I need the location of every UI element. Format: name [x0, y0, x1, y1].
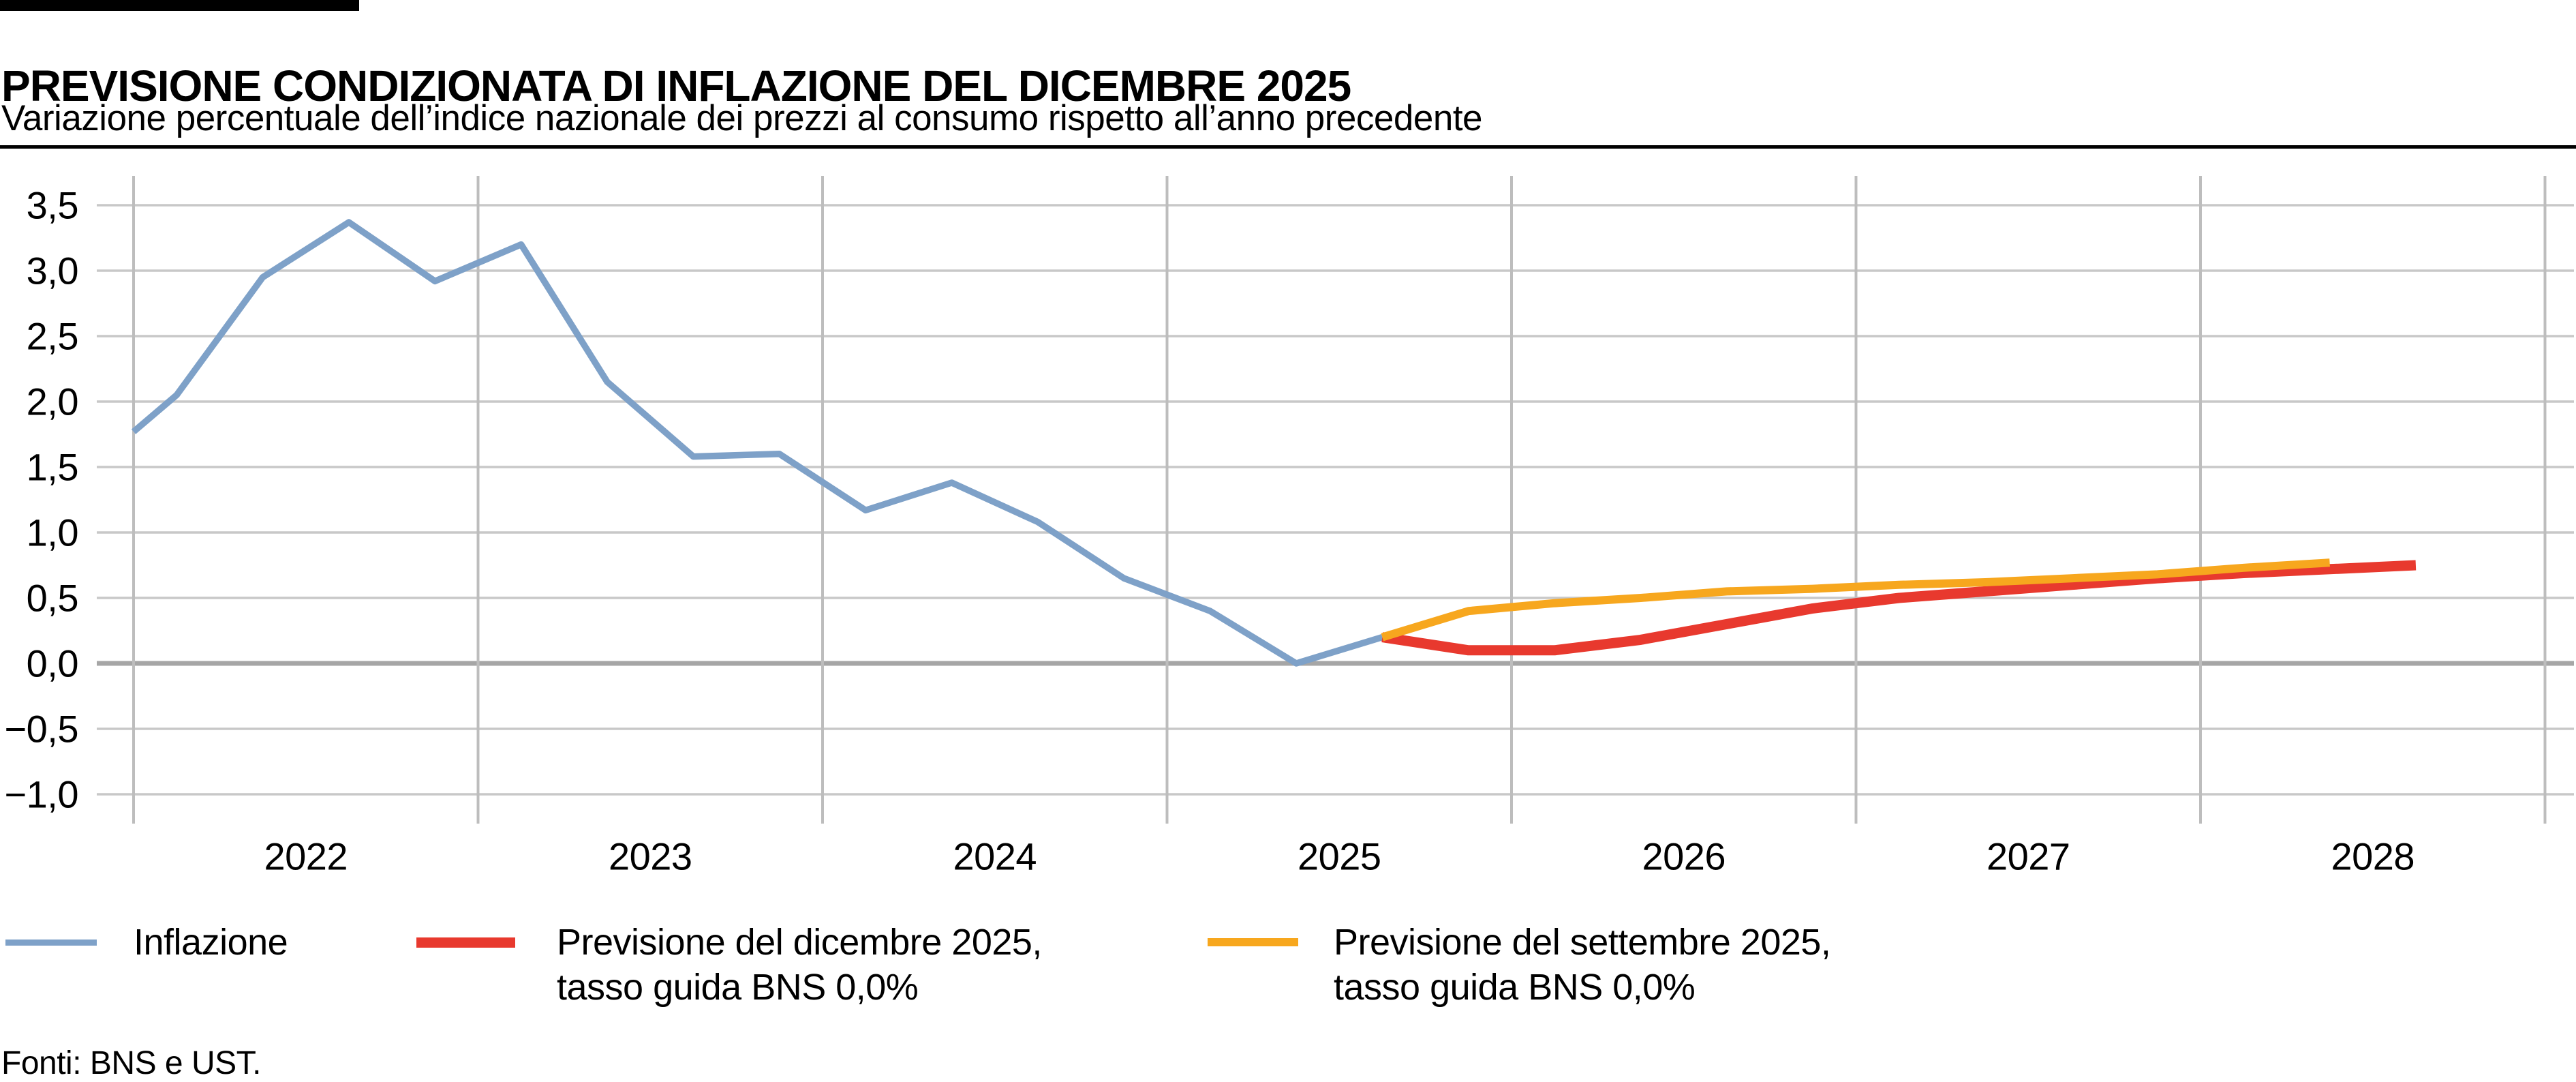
x-tick-label: 2023: [609, 835, 692, 878]
legend-label-line1: Previsione del dicembre 2025,: [557, 922, 1042, 963]
legend-swatch-previsione-dicembre: [416, 937, 515, 948]
page-title: PREVISIONE CONDIZIONATA DI INFLAZIONE DE…: [1, 61, 1351, 110]
y-tick-label: 0,5: [27, 577, 78, 620]
legend-swatch-previsione-settembre: [1208, 938, 1298, 946]
series-line-previsione-settembre-2025: [1381, 558, 2330, 642]
source-note: Fonti: BNS e UST.: [1, 1045, 261, 1081]
legend-label-line2: tasso guida BNS 0,0%: [557, 967, 919, 1008]
header-divider: [0, 145, 2576, 149]
y-tick-label: 3,5: [27, 184, 78, 227]
x-tick-label: 2026: [1642, 835, 1726, 878]
legend-swatch-inflazione: [5, 940, 97, 946]
legend-label-previsione-settembre: Previsione del settembre 2025, tasso guid…: [1334, 920, 1831, 1010]
y-tick-label: 2,0: [27, 380, 78, 423]
x-tick-label: 2025: [1298, 835, 1381, 878]
top-black-bar: [0, 0, 359, 11]
legend-label-previsione-dicembre: Previsione del dicembre 2025, tasso guida…: [557, 920, 1042, 1010]
series-line-previsione-dicembre-2025: [1381, 560, 2417, 656]
page-subtitle: Variazione percentuale dell’indice nazio…: [1, 98, 1483, 138]
legend-label-line2: tasso guida BNS 0,0%: [1334, 967, 1696, 1008]
y-tick-label: −0,5: [4, 708, 78, 751]
y-tick-label: 3,0: [27, 250, 78, 292]
x-tick-label: 2027: [1987, 835, 2070, 878]
x-tick-label: 2028: [2331, 835, 2414, 878]
x-tick-label: 2024: [953, 835, 1037, 878]
y-tick-label: −1,0: [4, 773, 78, 816]
y-tick-label: 1,5: [27, 446, 78, 489]
x-tick-label: 2022: [264, 835, 348, 878]
y-tick-label: 1,0: [27, 511, 78, 554]
series-line-inflazione: [131, 219, 1383, 667]
legend-label-line1: Previsione del settembre 2025,: [1334, 922, 1831, 963]
y-tick-label: 2,5: [27, 315, 78, 358]
y-tick-label: 0,0: [27, 642, 78, 685]
legend-label-inflazione: Inflazione: [134, 922, 288, 963]
